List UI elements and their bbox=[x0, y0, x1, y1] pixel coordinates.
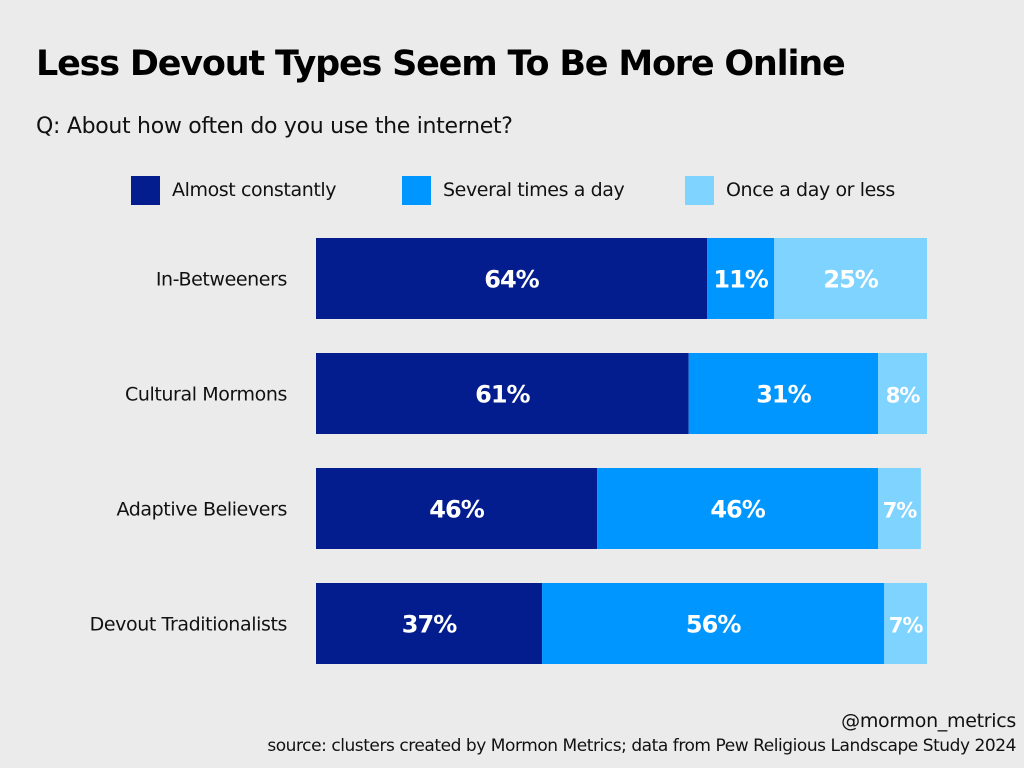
category-label-cultural-mormons: Cultural Mormons bbox=[125, 384, 287, 406]
data-label-in-betweeners-several-times-a-day: 11% bbox=[713, 266, 768, 294]
legend-swatch-once-or-less bbox=[685, 175, 714, 205]
bar-devout-traditionalists-once-a-day-or-less bbox=[884, 583, 927, 664]
data-label-adaptive-believers-almost-constantly: 46% bbox=[429, 496, 484, 524]
bar-devout-traditionalists-several-times-a-day bbox=[542, 583, 885, 664]
data-label-cultural-mormons-several-times-a-day: 31% bbox=[756, 381, 811, 409]
bar-in-betweeners-once-a-day-or-less bbox=[774, 238, 927, 319]
data-label-in-betweeners-once-a-day-or-less: 25% bbox=[823, 266, 878, 294]
category-label-adaptive-believers: Adaptive Believers bbox=[116, 499, 287, 521]
bar-cultural-mormons-once-a-day-or-less bbox=[878, 353, 927, 434]
footer-handle: @mormon_metrics bbox=[841, 710, 1016, 732]
data-label-adaptive-believers-once-a-day-or-less: 7% bbox=[883, 499, 918, 523]
bar-adaptive-believers-once-a-day-or-less bbox=[878, 468, 921, 549]
category-label-devout-traditionalists: Devout Traditionalists bbox=[90, 614, 287, 636]
bar-adaptive-believers-several-times-a-day bbox=[597, 468, 879, 549]
legend-label-several-times: Several times a day bbox=[443, 179, 625, 201]
legend: Almost constantly Several times a day On… bbox=[0, 175, 1024, 205]
bar-cultural-mormons-almost-constantly bbox=[316, 353, 689, 434]
data-label-in-betweeners-almost-constantly: 64% bbox=[484, 266, 539, 294]
legend-label-once-or-less: Once a day or less bbox=[726, 179, 895, 201]
data-label-devout-traditionalists-several-times-a-day: 56% bbox=[686, 611, 741, 639]
legend-swatch-several-times bbox=[402, 175, 431, 205]
legend-item-once-or-less: Once a day or less bbox=[685, 175, 895, 205]
legend-swatch-almost-constantly bbox=[131, 175, 160, 205]
data-label-cultural-mormons-once-a-day-or-less: 8% bbox=[886, 384, 921, 408]
chart-subtitle: Q: About how often do you use the intern… bbox=[36, 114, 513, 139]
data-label-adaptive-believers-several-times-a-day: 46% bbox=[710, 496, 765, 524]
data-label-devout-traditionalists-almost-constantly: 37% bbox=[402, 611, 457, 639]
bar-in-betweeners-several-times-a-day bbox=[707, 238, 775, 319]
data-label-devout-traditionalists-once-a-day-or-less: 7% bbox=[889, 614, 924, 638]
legend-item-several-times: Several times a day bbox=[402, 175, 625, 205]
bar-adaptive-believers-almost-constantly bbox=[316, 468, 598, 549]
footer-source: source: clusters created by Mormon Metri… bbox=[267, 736, 1016, 756]
data-label-cultural-mormons-almost-constantly: 61% bbox=[475, 381, 530, 409]
bar-devout-traditionalists-almost-constantly bbox=[316, 583, 543, 664]
legend-item-almost-constantly: Almost constantly bbox=[131, 175, 337, 205]
legend-label-almost-constantly: Almost constantly bbox=[172, 179, 337, 201]
bar-cultural-mormons-several-times-a-day bbox=[688, 353, 879, 434]
bar-in-betweeners-almost-constantly bbox=[316, 238, 708, 319]
chart-title: Less Devout Types Seem To Be More Online bbox=[36, 44, 846, 84]
category-label-in-betweeners: In-Betweeners bbox=[156, 269, 287, 291]
